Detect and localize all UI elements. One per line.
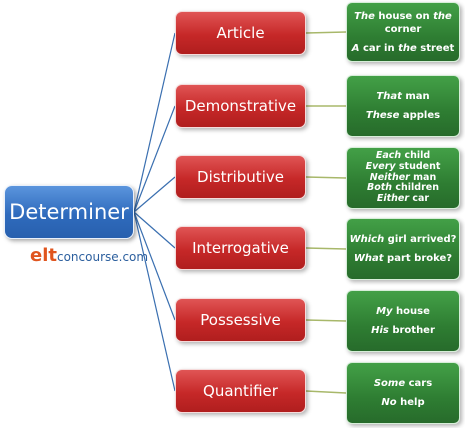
example-line: Each child xyxy=(375,149,431,162)
noun-phrase: help xyxy=(396,397,425,408)
leaf-connector xyxy=(305,390,347,394)
leaf-connector xyxy=(305,247,347,250)
example-line: A car in the street xyxy=(352,42,455,55)
noun-phrase: corner xyxy=(384,23,422,35)
example-line: Both children xyxy=(367,182,439,194)
category-node-article: Article xyxy=(175,11,306,55)
determiner-word: Neither xyxy=(369,171,410,183)
determiner-word: A xyxy=(351,42,360,54)
noun-phrase: child xyxy=(401,149,431,161)
noun-phrase: man xyxy=(409,171,437,183)
determiner-word: His xyxy=(371,325,389,336)
example-box-demonstrative: That man These apples xyxy=(346,75,460,137)
noun-phrase: girl arrived? xyxy=(384,234,457,245)
example-line: Some cars xyxy=(374,377,432,390)
root-connector xyxy=(133,211,176,392)
example-box-distributive: Each child Every student Neither man Both c… xyxy=(346,147,460,209)
noun-phrase: student xyxy=(395,160,441,172)
leaf-connector xyxy=(305,319,347,322)
example-box-possessive: My house His brother xyxy=(346,290,460,352)
noun-phrase: car xyxy=(409,193,430,205)
root-connector xyxy=(133,105,176,213)
example-box-article: The house on the corner A car in the stre… xyxy=(346,2,460,62)
noun-phrase: man xyxy=(401,91,430,102)
noun-phrase: children xyxy=(392,182,439,194)
example-line: Either car xyxy=(376,193,430,205)
noun-phrase: brother xyxy=(388,325,435,336)
determiner-word: No xyxy=(381,397,397,408)
category-node-demonstrative: Demonstrative xyxy=(175,84,306,128)
root-connector xyxy=(133,211,176,321)
determiner-word: My xyxy=(376,306,393,317)
category-node-interrogative: Interrogative xyxy=(175,226,306,270)
determiner-word: Either xyxy=(376,193,410,205)
root-connector xyxy=(133,211,176,249)
root-node-determiner: Determiner xyxy=(4,185,134,239)
example-line: Which girl arrived? xyxy=(350,233,457,246)
root-connector xyxy=(133,32,176,213)
root-connector xyxy=(133,176,176,213)
determiner-word: the xyxy=(398,42,417,54)
determiner-word: These xyxy=(365,110,400,121)
determiner-word: the xyxy=(433,10,452,22)
leaf-connector xyxy=(305,176,347,179)
noun-phrase: apples xyxy=(399,110,441,121)
determiner-word: Some xyxy=(373,378,406,389)
noun-phrase: part broke? xyxy=(383,253,453,264)
noun-phrase: house on xyxy=(374,10,434,22)
example-box-quantifier: Some cars No help xyxy=(346,362,460,424)
leaf-connector xyxy=(305,31,347,34)
determiner-word: The xyxy=(354,10,375,22)
determiner-word: Each xyxy=(375,149,402,161)
example-line: My house xyxy=(376,305,430,318)
example-line: Neither man xyxy=(369,171,437,184)
example-line: What part broke? xyxy=(354,252,452,265)
example-line: These apples xyxy=(366,109,440,122)
determiner-word: Both xyxy=(367,182,393,194)
noun-phrase: street xyxy=(416,42,455,54)
category-node-quantifier: Quantifier xyxy=(175,369,306,413)
noun-phrase: cars xyxy=(405,378,433,389)
brand-suffix: concourse.com xyxy=(56,250,149,264)
noun-phrase: house xyxy=(392,306,430,317)
example-box-interrogative: Which girl arrived? What part broke? xyxy=(346,218,460,280)
determiner-word: That xyxy=(376,91,402,102)
example-line: Every student xyxy=(365,160,441,173)
brand-prefix: elt xyxy=(30,245,57,266)
determiner-word: What xyxy=(353,253,384,264)
category-node-distributive: Distributive xyxy=(175,155,306,199)
example-line: No help xyxy=(381,396,424,409)
determiner-word: Which xyxy=(349,234,385,245)
category-node-possessive: Possessive xyxy=(175,298,306,342)
example-line: The house on the corner xyxy=(347,10,459,36)
noun-phrase: car in xyxy=(359,42,399,54)
determiner-word: Every xyxy=(365,160,396,172)
brand-logo: eltconcourse.com xyxy=(30,245,148,266)
example-line: That man xyxy=(376,90,429,103)
example-line: His brother xyxy=(371,324,435,337)
